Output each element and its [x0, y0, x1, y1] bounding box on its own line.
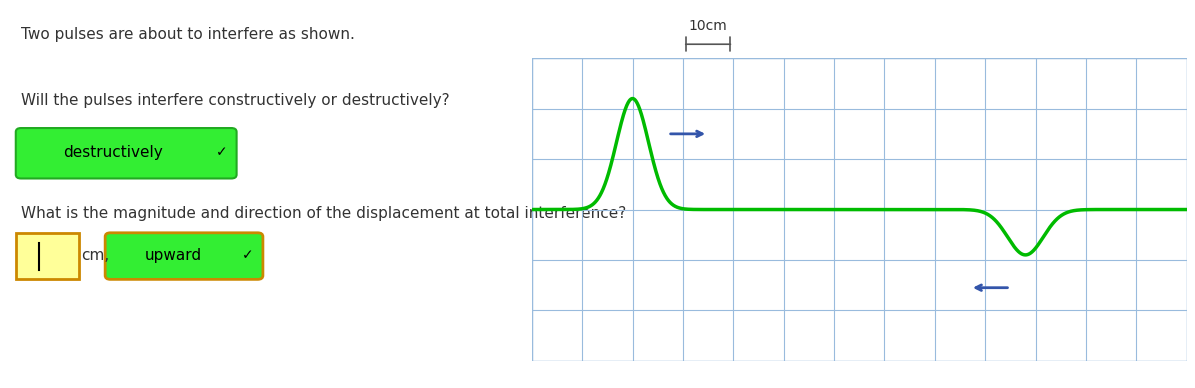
Text: ✓: ✓: [215, 146, 227, 159]
Text: cm,: cm,: [81, 248, 110, 263]
Text: Will the pulses interfere constructively or destructively?: Will the pulses interfere constructively…: [22, 93, 449, 108]
FancyBboxPatch shape: [105, 233, 263, 279]
Text: 10cm: 10cm: [688, 19, 728, 33]
Text: destructively: destructively: [63, 145, 163, 160]
FancyBboxPatch shape: [16, 128, 237, 178]
Text: What is the magnitude and direction of the displacement at total interference?: What is the magnitude and direction of t…: [22, 206, 626, 221]
Text: ✓: ✓: [241, 248, 253, 262]
Text: Two pulses are about to interfere as shown.: Two pulses are about to interfere as sho…: [22, 27, 355, 42]
FancyBboxPatch shape: [16, 233, 79, 279]
Text: upward: upward: [145, 248, 202, 263]
